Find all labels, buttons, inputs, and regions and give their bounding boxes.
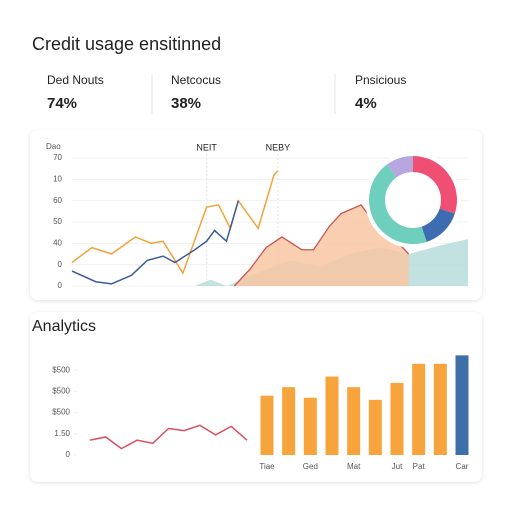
- line: [71, 170, 279, 275]
- bar: [282, 387, 296, 455]
- donut-segment: [413, 156, 457, 214]
- donut-segment: [387, 156, 413, 178]
- bar: [260, 395, 274, 455]
- y-tick-label: 10: [53, 174, 62, 183]
- y-tick-label: 1.50: [54, 429, 70, 438]
- y-tick-label: 70: [53, 153, 62, 162]
- y-tick-label: 0: [58, 281, 63, 290]
- bar: [412, 363, 426, 455]
- y-tick-label: 40: [53, 238, 62, 247]
- stat-label: Netcocus: [171, 73, 221, 87]
- page-title: Credit usage ensitinned: [32, 34, 221, 54]
- line: [71, 200, 240, 285]
- bar: [303, 397, 317, 455]
- x-tick-label: Ged: [303, 462, 318, 471]
- y-tick-label: $500: [52, 408, 70, 417]
- bar: [347, 387, 361, 455]
- stat-label: Ded Nouts: [47, 73, 104, 87]
- annotation: NEBY: [266, 142, 291, 152]
- x-tick-label: Tiae: [259, 462, 275, 471]
- stat-value: 38%: [171, 95, 201, 112]
- x-tick-label: Pat: [413, 462, 426, 471]
- donut-segment: [369, 164, 427, 244]
- bar: [433, 363, 447, 455]
- y-tick-label: 0: [66, 450, 71, 459]
- y-tick-label: 0: [58, 260, 63, 269]
- y-tick-label: $500: [52, 387, 70, 396]
- annotation: NEIT: [196, 142, 217, 152]
- y-tick-label: 60: [53, 196, 62, 205]
- x-tick-label: Mat: [347, 462, 361, 471]
- area: [234, 204, 409, 286]
- y-tick-label: 50: [53, 217, 62, 226]
- y-axis-label: Dao: [46, 142, 61, 151]
- bar: [455, 355, 469, 455]
- stat-label: Pnsicious: [355, 73, 406, 87]
- donut-segment: [421, 208, 455, 242]
- x-tick-label: Jut: [392, 462, 403, 471]
- panel-title: Analytics: [32, 318, 96, 335]
- bar: [390, 382, 404, 455]
- bar: [368, 399, 382, 455]
- stat-value: 74%: [47, 95, 77, 112]
- line: [89, 424, 248, 450]
- x-tick-label: Car: [456, 462, 469, 471]
- stat-value: 4%: [355, 95, 377, 112]
- y-tick-label: $500: [52, 365, 70, 374]
- bar: [325, 376, 339, 455]
